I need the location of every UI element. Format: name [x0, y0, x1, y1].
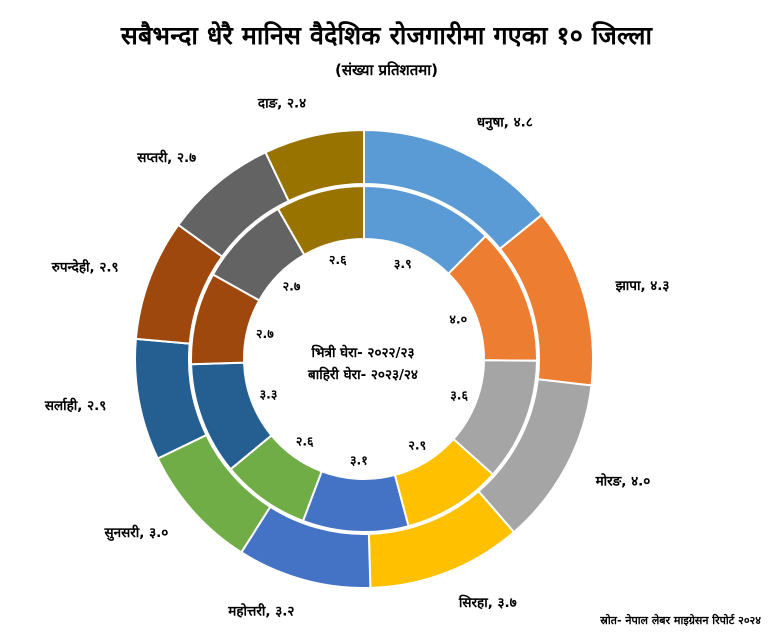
outer-label-6: सुनसरी, ३.०	[104, 524, 169, 541]
outer-label-5: महोत्तरी, ३.२	[227, 603, 294, 620]
inner-label-3: ३.६	[450, 387, 468, 402]
inner-label-6: २.६	[296, 434, 314, 449]
outer-label-10: दाङ, २.४	[257, 96, 306, 112]
outer-label-8: रुपन्देही, २.९	[51, 259, 119, 276]
inner-label-1: ३.९	[394, 256, 412, 271]
inner-label-2: ४.०	[449, 312, 467, 327]
chart-subtitle: (संख्या प्रतिशतमा)	[334, 61, 438, 79]
inner-label-5: ३.१	[350, 452, 368, 467]
outer-label-2: झापा, ४.३	[615, 278, 670, 294]
outer-label-4: सिरहा, ३.७	[458, 594, 517, 611]
inner-label-4: २.९	[408, 437, 426, 452]
source-note: स्रोत- नेपाल लेबर माइग्रेसन रिपोर्ट २०२४	[600, 614, 761, 627]
outer-label-9: सप्तरी, २.७	[136, 149, 196, 166]
outer-label-7: सर्लाही, २.९	[44, 397, 106, 414]
inner-label-9: २.७	[283, 279, 301, 294]
inner-label-7: ३.३	[260, 386, 278, 401]
outer-label-1: धनुषा, ४.८	[477, 115, 533, 131]
inner-slice-10	[276, 184, 365, 257]
inner-label-8: २.७	[256, 326, 274, 341]
outer-slice-10	[264, 128, 365, 203]
outer-label-3: मोरङ, ४.०	[595, 473, 651, 490]
inner-label-10: २.६	[329, 252, 347, 267]
chart-title: सबैभन्दा धेरै मानिस वैदेशिक रोजगारीमा गए…	[120, 21, 653, 50]
center-label-outer-ring: बाहिरी घेरा- २०२३/२४	[308, 367, 418, 383]
center-label-inner-ring: भित्री घेरा- २०२२/२३	[311, 345, 415, 361]
